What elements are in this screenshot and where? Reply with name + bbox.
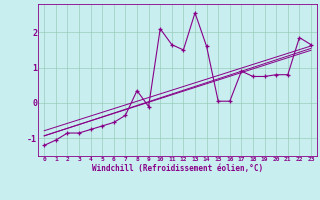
X-axis label: Windchill (Refroidissement éolien,°C): Windchill (Refroidissement éolien,°C): [92, 164, 263, 173]
